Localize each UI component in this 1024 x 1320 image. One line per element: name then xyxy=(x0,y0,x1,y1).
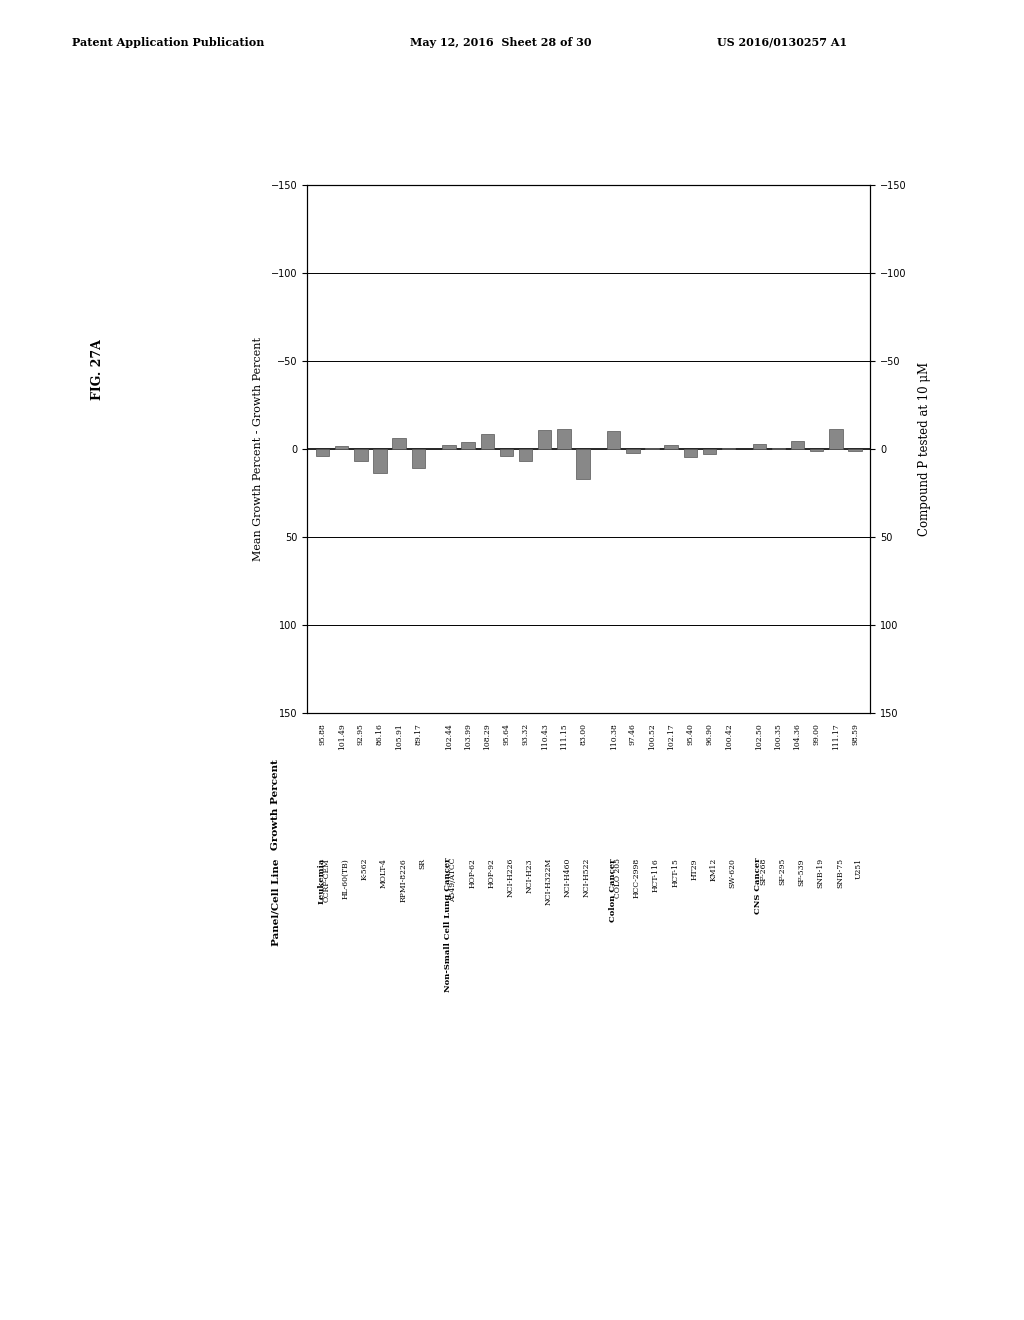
Text: KM12: KM12 xyxy=(710,858,718,882)
Text: 101.49: 101.49 xyxy=(338,723,346,750)
Bar xyxy=(791,441,804,449)
Text: 96.90: 96.90 xyxy=(706,723,714,746)
Text: 97.46: 97.46 xyxy=(629,723,637,746)
Text: 110.38: 110.38 xyxy=(609,723,617,750)
Bar xyxy=(412,449,425,467)
Text: 102.44: 102.44 xyxy=(445,723,453,750)
Bar xyxy=(607,430,621,449)
Text: 103.99: 103.99 xyxy=(464,723,472,750)
Text: Colon Cancer: Colon Cancer xyxy=(608,858,616,921)
Text: HCC-2998: HCC-2998 xyxy=(633,858,641,898)
Text: Non-Small Cell Lung Cancer: Non-Small Cell Lung Cancer xyxy=(443,858,452,993)
Text: NCI-H460: NCI-H460 xyxy=(564,858,571,898)
Text: 92.95: 92.95 xyxy=(356,723,365,746)
Text: 95.88: 95.88 xyxy=(318,723,327,746)
Text: FIG. 27A: FIG. 27A xyxy=(91,339,103,400)
Bar xyxy=(557,429,570,449)
Bar xyxy=(702,449,716,454)
Text: 111.15: 111.15 xyxy=(560,723,568,750)
Text: 104.36: 104.36 xyxy=(794,723,802,750)
Bar xyxy=(442,445,456,449)
Text: CNS Cancer: CNS Cancer xyxy=(754,858,762,915)
Text: US 2016/0130257 A1: US 2016/0130257 A1 xyxy=(717,37,847,48)
Text: 100.35: 100.35 xyxy=(774,723,782,750)
Text: K-562: K-562 xyxy=(360,858,369,880)
Bar xyxy=(810,449,823,450)
Text: 102.17: 102.17 xyxy=(668,723,675,750)
Bar xyxy=(392,438,406,449)
Bar xyxy=(753,445,766,449)
Text: 105.91: 105.91 xyxy=(395,723,403,750)
Text: HOP-62: HOP-62 xyxy=(468,858,476,888)
Text: Growth Percent: Growth Percent xyxy=(271,759,281,850)
Bar xyxy=(374,449,387,473)
Text: 102.50: 102.50 xyxy=(756,723,763,750)
Text: NCI-H322M: NCI-H322M xyxy=(545,858,553,906)
Text: HCT-15: HCT-15 xyxy=(671,858,679,887)
Text: SNB-75: SNB-75 xyxy=(836,858,844,888)
Text: NCI-H226: NCI-H226 xyxy=(507,858,514,898)
Text: 110.43: 110.43 xyxy=(541,723,549,750)
Text: 100.42: 100.42 xyxy=(725,723,732,750)
Text: HT29: HT29 xyxy=(690,858,698,879)
Bar xyxy=(462,442,475,449)
Bar xyxy=(829,429,843,449)
Text: 86.16: 86.16 xyxy=(376,723,384,746)
Bar xyxy=(335,446,348,449)
Text: SF-539: SF-539 xyxy=(798,858,806,886)
Text: May 12, 2016  Sheet 28 of 30: May 12, 2016 Sheet 28 of 30 xyxy=(410,37,591,48)
Text: NCI-H522: NCI-H522 xyxy=(583,858,591,898)
Text: Leukemia: Leukemia xyxy=(317,858,326,904)
Text: SR: SR xyxy=(419,858,426,869)
Text: 99.00: 99.00 xyxy=(813,723,821,746)
Text: HL-60(TB): HL-60(TB) xyxy=(342,858,349,899)
Text: U251: U251 xyxy=(855,858,863,879)
Text: NCI-H23: NCI-H23 xyxy=(525,858,534,892)
Text: 100.52: 100.52 xyxy=(648,723,656,750)
Y-axis label: Compound P tested at 10 μM: Compound P tested at 10 μM xyxy=(918,362,931,536)
Text: SF-295: SF-295 xyxy=(778,858,786,886)
Text: 95.64: 95.64 xyxy=(503,723,510,746)
Bar xyxy=(315,449,330,455)
Bar xyxy=(519,449,532,461)
Text: 83.00: 83.00 xyxy=(579,723,587,746)
Text: MOLT-4: MOLT-4 xyxy=(380,858,388,888)
Text: SF-268: SF-268 xyxy=(759,858,767,886)
Text: 93.32: 93.32 xyxy=(521,723,529,746)
Bar xyxy=(665,445,678,449)
Y-axis label: Mean Growth Percent - Growth Percent: Mean Growth Percent - Growth Percent xyxy=(253,337,262,561)
Text: 95.40: 95.40 xyxy=(686,723,694,746)
Text: A549/ATCC: A549/ATCC xyxy=(449,858,457,903)
Text: HCT-116: HCT-116 xyxy=(652,858,660,892)
Text: SNB-19: SNB-19 xyxy=(817,858,824,888)
Text: COLO 205: COLO 205 xyxy=(613,858,622,898)
Bar xyxy=(848,449,862,451)
Text: Panel/Cell Line: Panel/Cell Line xyxy=(271,858,281,945)
Bar xyxy=(684,449,697,457)
Bar xyxy=(577,449,590,479)
Text: Patent Application Publication: Patent Application Publication xyxy=(72,37,264,48)
Text: 89.17: 89.17 xyxy=(415,723,422,746)
Text: RPMI-8226: RPMI-8226 xyxy=(399,858,408,902)
Bar xyxy=(354,449,368,461)
Text: 98.59: 98.59 xyxy=(851,723,859,746)
Bar xyxy=(626,449,640,453)
Bar xyxy=(538,430,552,449)
Text: 108.29: 108.29 xyxy=(483,723,492,750)
Text: HOP-92: HOP-92 xyxy=(487,858,496,888)
Text: SW-620: SW-620 xyxy=(729,858,736,888)
Bar xyxy=(480,434,494,449)
Bar xyxy=(500,449,513,457)
Text: CCRF-CEM: CCRF-CEM xyxy=(323,858,331,902)
Text: 111.17: 111.17 xyxy=(831,723,840,750)
